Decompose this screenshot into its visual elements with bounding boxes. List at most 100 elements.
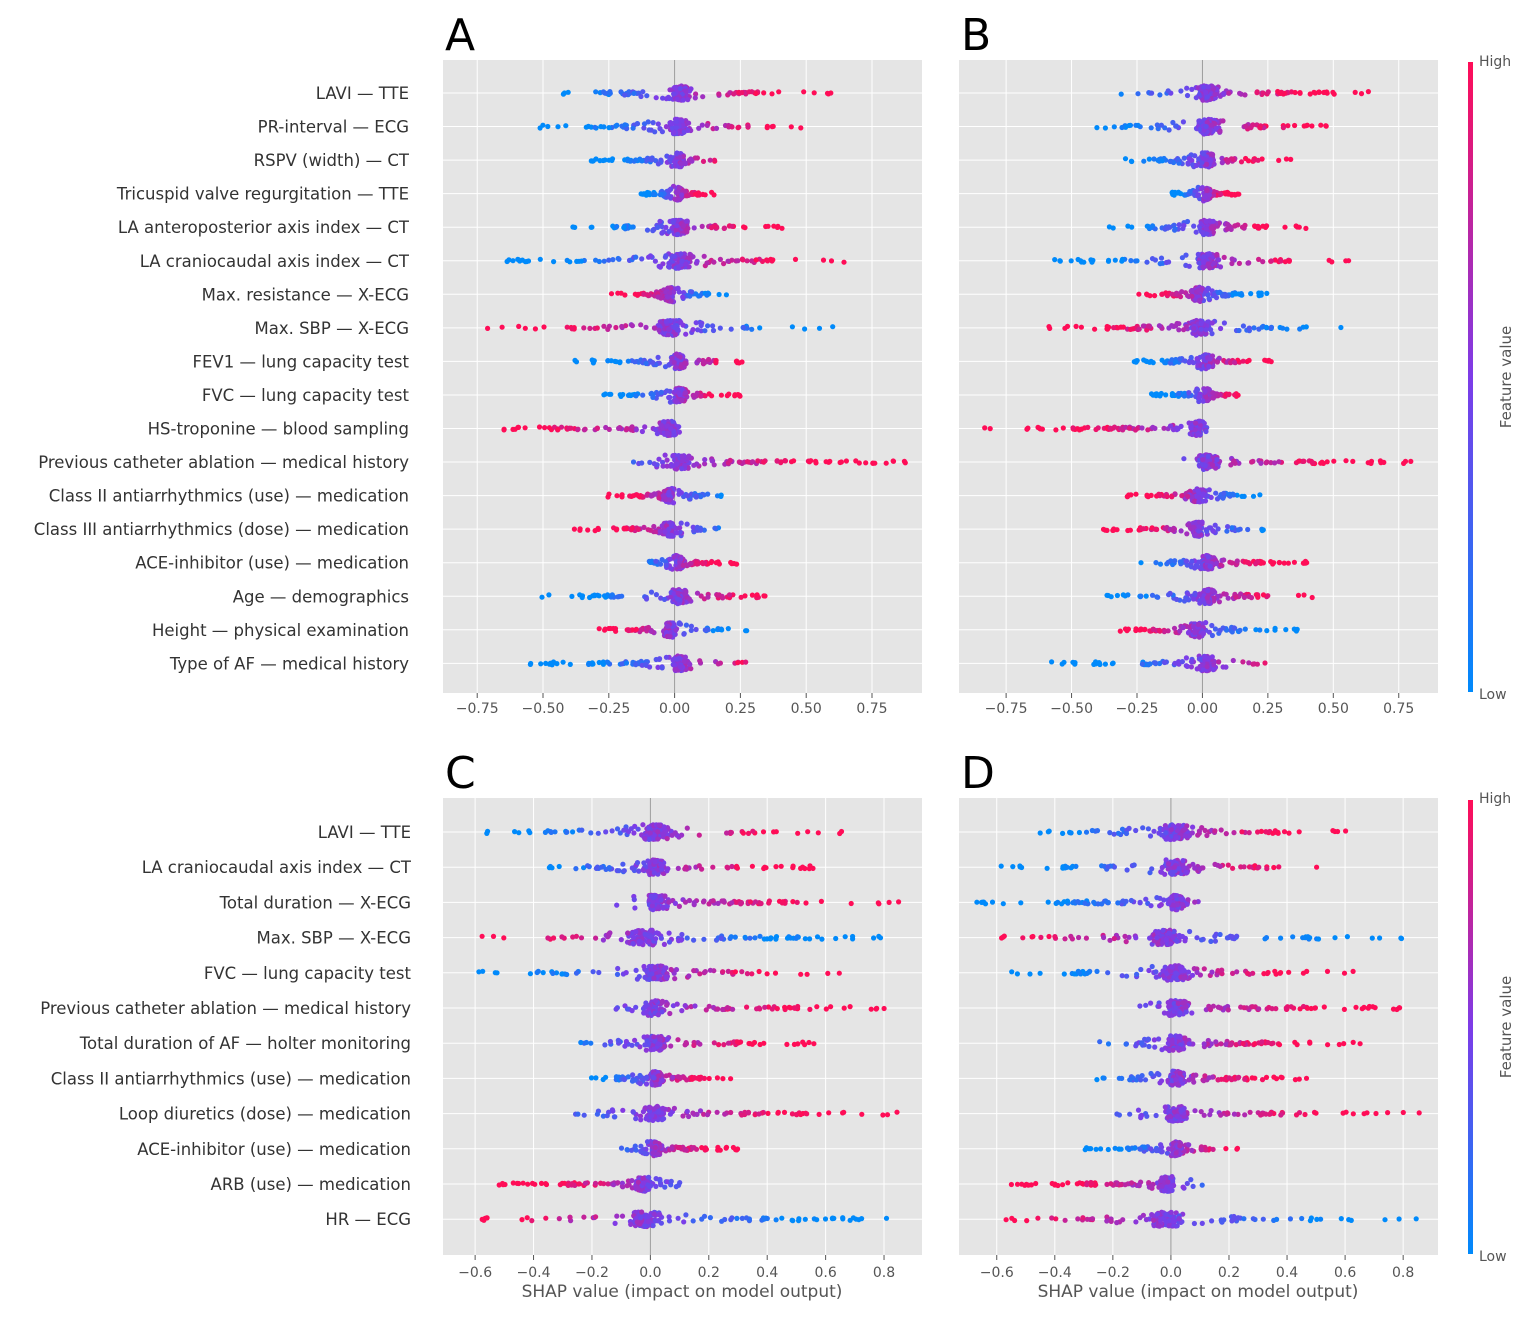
shap-dot [1176,157,1181,162]
shap-dot [578,526,583,531]
feature-label: Class III antiarrhythmics (dose) — medic… [34,520,409,539]
shap-dot [701,159,706,164]
shap-dot [541,324,546,329]
shap-dot [1308,91,1313,96]
shap-dot [650,392,655,397]
shap-dot [645,190,650,195]
shap-dot [1359,91,1364,96]
shap-dot [681,97,686,102]
shap-dot [1169,494,1174,499]
shap-dot [686,121,691,126]
shap-dot [570,326,575,331]
shap-dot [1258,461,1263,466]
shap-dot [1196,499,1201,504]
shap-dot [660,665,665,670]
shap-dot [1321,90,1326,95]
shap-dot [1035,425,1040,430]
shap-dot [626,628,631,633]
shap-dot [1189,425,1194,430]
shap-dot [1236,527,1241,532]
shap-dot [601,662,606,667]
shap-dot [1229,525,1234,530]
shap-dot [675,327,680,332]
shap-dot [650,360,655,365]
shap-dot [1220,496,1225,501]
shap-dot [563,123,568,128]
shap-dot [674,223,679,228]
shap-dot [791,458,796,463]
shap-dot [624,426,629,431]
shap-dot [1141,159,1146,164]
shap-dot [639,158,644,163]
feature-label: Tricuspid valve regurgitation — TTE [116,185,409,204]
shap-dot [548,661,553,666]
shap-dot [676,488,681,493]
shap-dot [1189,355,1194,360]
shap-dot [857,460,862,465]
shap-dot [1230,157,1235,162]
shap-dot [613,359,618,364]
shap-dot [587,326,592,331]
shap-dot [1196,495,1201,500]
shap-dot [622,122,627,127]
shap-dot [705,595,710,600]
x-tick-label: 0.50 [791,701,822,717]
shap-dot [1194,163,1199,168]
shap-dot [657,328,662,333]
shap-dot [1206,364,1211,369]
shap-dot [1176,391,1181,396]
shap-dot [1178,191,1183,196]
shap-dot [1195,356,1200,361]
shap-dot [649,157,654,162]
shap-dot [801,89,806,94]
shap-dot [1264,291,1269,296]
shap-dot [1170,190,1175,195]
shap-dot [711,628,716,633]
shap-dot [824,459,829,464]
shap-dot [1237,91,1242,96]
shap-dot [719,627,724,632]
shap-dot [632,359,637,364]
shap-dot [666,527,671,532]
shap-dot [678,556,683,561]
shap-dot [1145,427,1150,432]
shap-dot [1284,327,1289,332]
shap-dot [1195,432,1200,437]
shap-dot [647,460,652,465]
shap-dot [1213,523,1218,528]
shap-dot [1229,560,1234,565]
shap-dot [1293,90,1298,95]
shap-dot [1170,292,1175,297]
shap-dot [1285,123,1290,128]
shap-dot [714,126,719,131]
shap-dot [701,359,706,364]
shap-dot [619,494,624,499]
shap-dot [523,326,528,331]
shap-dot [658,562,663,567]
shap-dot [643,325,648,330]
shap-dot [1179,424,1184,429]
shap-dot [1052,257,1057,262]
shap-dot [679,398,684,403]
shap-dot [1203,124,1208,129]
shap-dot [704,260,709,265]
shap-dot [1150,256,1155,261]
shap-dot [1201,85,1206,90]
shap-dot [1251,494,1256,499]
shap-dot [1218,326,1223,331]
shap-dot [603,91,608,96]
shap-dot [1209,225,1214,230]
shap-dot [808,458,813,463]
shap-dot [702,328,707,333]
shap-dot [1266,89,1271,94]
shap-dot [1246,260,1251,265]
shap-dot [663,255,668,260]
shap-dot [646,527,651,532]
shap-dot [703,393,708,398]
shap-dot [516,425,521,430]
shap-dot [1366,89,1371,94]
shap-dot [718,494,723,499]
shap-dot [574,259,579,264]
